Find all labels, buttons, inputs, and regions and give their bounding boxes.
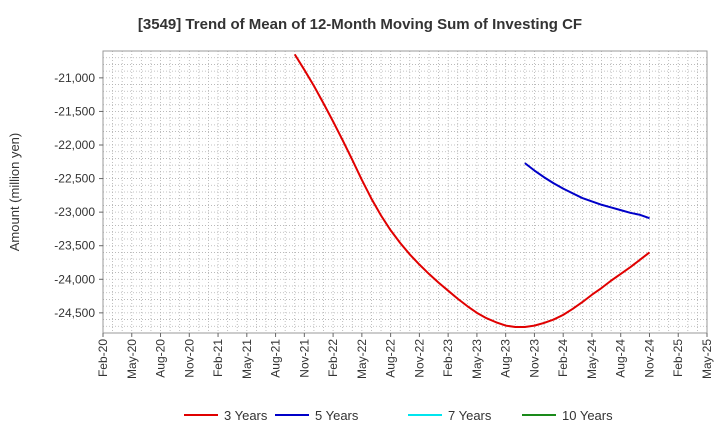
y-tick-label: -22,000 <box>54 138 95 152</box>
series-layer <box>293 53 651 328</box>
legend: 3 Years 5 Years 7 Years 10 Years <box>184 408 613 423</box>
series-line-5-years <box>524 162 650 220</box>
x-tick-label: Feb-20 <box>96 339 110 377</box>
x-tick-label: Nov-24 <box>642 339 656 378</box>
legend-label: 3 Years <box>224 408 268 423</box>
x-tick-label: Nov-20 <box>182 339 196 378</box>
x-tick-label: Feb-22 <box>326 339 340 377</box>
y-tick-label: -22,500 <box>54 172 95 186</box>
y-tick-label: -21,000 <box>54 71 95 85</box>
x-tick-label: May-23 <box>470 339 484 379</box>
x-tick-label: Feb-23 <box>441 339 455 377</box>
y-tick-label: -23,500 <box>54 239 95 253</box>
y-axis-title: Amount (million yen) <box>7 133 22 252</box>
x-tick-label: Aug-21 <box>269 339 283 378</box>
series-line-3-years <box>293 53 651 328</box>
y-tick-label: -24,500 <box>54 306 95 320</box>
y-tick-label: -23,000 <box>54 205 95 219</box>
x-tick-label: Nov-21 <box>297 339 311 378</box>
x-axis: Feb-20 May-20 Aug-20 Nov-20 Feb-21 May-21 Aug-… <box>96 333 714 379</box>
chart-title: [3549] Trend of Mean of 12-Month Moving … <box>138 16 582 33</box>
legend-label: 7 Years <box>448 408 492 423</box>
x-tick-label: Aug-20 <box>154 339 168 378</box>
y-axis: -21,000 -21,500 -22,000 -22,500 -23,000 -23,5… <box>54 71 103 320</box>
x-tick-label: Aug-22 <box>384 339 398 378</box>
x-tick-label: Aug-24 <box>614 339 628 378</box>
x-tick-label: May-21 <box>240 339 254 379</box>
x-tick-label: Nov-23 <box>527 339 541 378</box>
x-tick-label: May-25 <box>700 339 714 379</box>
x-tick-label: May-20 <box>125 339 139 379</box>
plot-area-border <box>102 50 708 334</box>
y-tick-label: -24,000 <box>54 272 95 286</box>
legend-label: 5 Years <box>315 408 359 423</box>
x-tick-label: Feb-21 <box>211 339 225 377</box>
grid <box>103 51 707 333</box>
x-tick-label: Feb-25 <box>671 339 685 377</box>
x-tick-label: Nov-22 <box>412 339 426 378</box>
y-tick-label: -21,500 <box>54 104 95 118</box>
x-tick-label: Feb-24 <box>556 339 570 377</box>
x-tick-label: May-24 <box>585 339 599 379</box>
legend-label: 10 Years <box>562 408 613 423</box>
x-tick-label: May-22 <box>355 339 369 379</box>
x-tick-label: Aug-23 <box>499 339 513 378</box>
